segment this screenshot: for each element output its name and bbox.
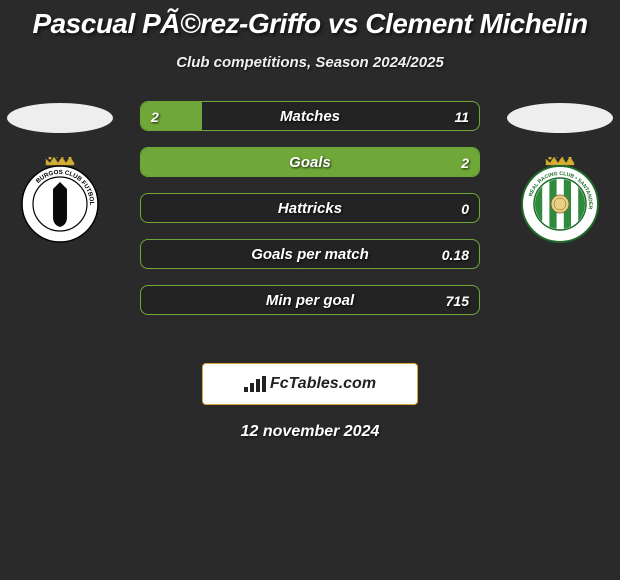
- stat-row: Hattricks 0: [140, 193, 480, 223]
- brand-name: FcTables.com: [270, 375, 376, 393]
- stat-row: Goals per match 0.18: [140, 239, 480, 269]
- stat-label: Hattricks: [141, 194, 479, 223]
- stat-row: Min per goal 715: [140, 285, 480, 315]
- club-badge-right: REAL RACING CLUB • SANTANDER: [510, 157, 610, 243]
- player-photo-left: [7, 103, 113, 133]
- stat-label: Matches: [141, 102, 479, 131]
- stat-bars: 2 Matches 11 Goals 2 Hattricks 0 Goals p…: [140, 101, 480, 331]
- stat-label: Min per goal: [141, 286, 479, 315]
- stat-row: Goals 2: [140, 147, 480, 177]
- brand-logo-box[interactable]: FcTables.com: [202, 363, 418, 405]
- comparison-panel: BURGOS CLUB FUTBOL: [0, 97, 620, 357]
- player-photo-right: [507, 103, 613, 133]
- club-badge-left: BURGOS CLUB FUTBOL: [10, 157, 110, 243]
- stat-value-right: 2: [461, 148, 469, 177]
- stat-value-right: 0.18: [442, 240, 469, 269]
- stat-value-right: 11: [454, 102, 469, 131]
- stat-label: Goals: [141, 148, 479, 177]
- stat-label: Goals per match: [141, 240, 479, 269]
- comparison-title: Pascual PÃ©rez-Griffo vs Clement Micheli…: [0, 0, 620, 40]
- stat-value-right: 715: [446, 286, 469, 315]
- stat-value-right: 0: [461, 194, 469, 223]
- stat-row: 2 Matches 11: [140, 101, 480, 131]
- bar-chart-icon: [244, 376, 266, 392]
- comparison-subtitle: Club competitions, Season 2024/2025: [0, 54, 620, 71]
- snapshot-date: 12 november 2024: [0, 423, 620, 441]
